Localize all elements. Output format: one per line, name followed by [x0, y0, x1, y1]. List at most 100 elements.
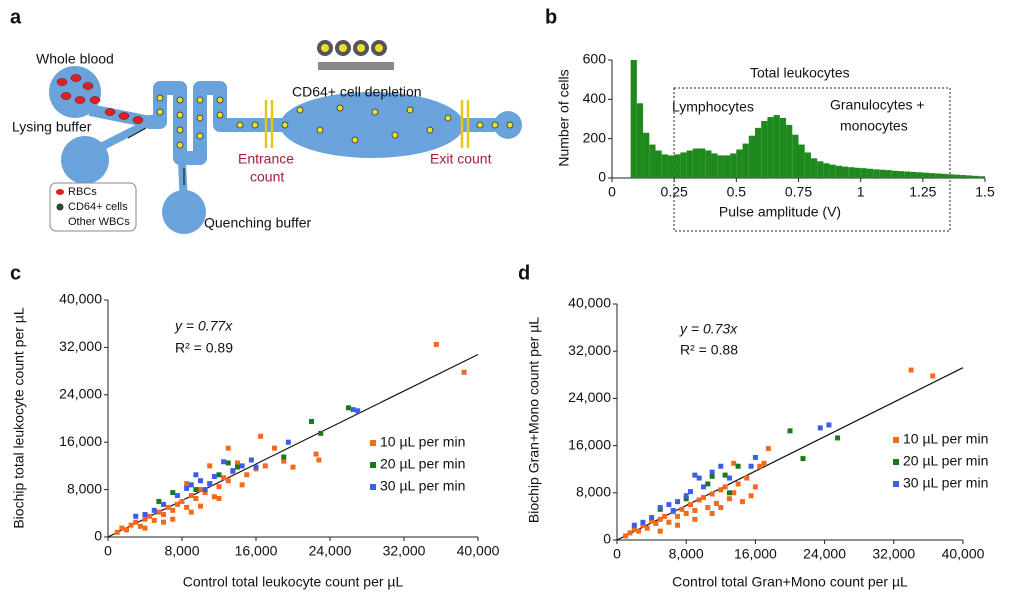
scatter-point [817, 425, 823, 431]
scatter-point [235, 464, 240, 470]
histogram-bar [754, 127, 762, 178]
scatter-point [193, 495, 199, 501]
scatter-point [114, 529, 120, 535]
histogram-bar [935, 173, 942, 178]
scatter-point [174, 501, 180, 507]
histogram-bar [655, 150, 662, 178]
scatter-point [151, 517, 157, 523]
scatter-point [735, 481, 741, 487]
scatter-point [649, 518, 655, 524]
panel-label: b [545, 6, 557, 28]
scatter-point [142, 511, 148, 517]
scatter-point [313, 451, 319, 457]
scatter-point [726, 496, 732, 502]
scatter-point [744, 475, 750, 481]
y-tick-label: 32,000 [59, 338, 102, 354]
scatter-point [692, 472, 698, 478]
scatter-point [350, 407, 356, 413]
scatter-point [718, 487, 724, 493]
x-tick-label: 0 [104, 543, 112, 559]
annotation: Lymphocytes [672, 99, 754, 115]
histogram-bar [916, 172, 923, 178]
histogram-bar [960, 175, 967, 178]
histogram-bar [966, 175, 973, 178]
histogram-bar [842, 166, 849, 178]
scatter-point [696, 475, 702, 481]
legend-marker [893, 459, 899, 465]
scatter-point [151, 507, 157, 513]
histogram-bar [929, 173, 936, 178]
scatter-point [170, 507, 176, 513]
legend-label: 10 µL per min [903, 431, 988, 447]
x-axis-label: Control total Gran+Mono count per µL [672, 574, 908, 590]
y-tick-label: 32,000 [568, 342, 611, 358]
scatter-point [133, 513, 139, 519]
scatter-point [640, 519, 646, 525]
histogram-bar [891, 170, 898, 178]
label: Quenching buffer [204, 215, 311, 231]
legend-label: 10 µL per min [380, 434, 465, 450]
arrow [127, 127, 147, 139]
scatter-point [309, 418, 314, 424]
scatter-point [688, 489, 694, 495]
scatter-point [202, 490, 208, 496]
legend-label: RBCs [68, 186, 97, 198]
quenching-reservoir [162, 190, 206, 234]
gate-box [673, 87, 951, 232]
scatter-point [124, 527, 129, 533]
blood-reservoir [49, 66, 101, 118]
scatter-point [761, 460, 767, 466]
histogram-bar [730, 153, 737, 178]
depletion-chamber [280, 92, 464, 158]
scatter-point [675, 513, 681, 519]
y-tick-label: 0 [598, 169, 606, 185]
histogram-bar [879, 169, 886, 178]
scatter-point [188, 493, 194, 499]
x-tick-label: 32,000 [872, 546, 915, 562]
y-tick-label: 0 [603, 531, 611, 547]
y-tick-label: 0 [94, 528, 102, 544]
scatter-point [461, 369, 467, 375]
scatter-point [225, 445, 231, 451]
y-tick-label: 8,000 [67, 480, 102, 496]
r-squared: R² = 0.88 [680, 342, 738, 358]
scatter-point [216, 484, 222, 490]
scatter-point [709, 510, 715, 516]
scatter-point [137, 523, 143, 529]
scatter-point [225, 460, 231, 466]
scatter-point [739, 499, 745, 505]
scatter-point [657, 505, 663, 511]
scatter-point [666, 519, 672, 525]
legend-marker [370, 462, 376, 468]
x-tick-label: 0 [613, 546, 621, 562]
scatter-point [142, 516, 148, 522]
scatter-point [701, 495, 706, 501]
legend-marker [893, 481, 899, 487]
scatter-point [718, 463, 724, 469]
x-tick-label: 32,000 [383, 543, 426, 559]
histogram-bar [692, 148, 700, 178]
histogram-bar [860, 168, 867, 178]
scatter-point [248, 457, 254, 463]
y-axis-label: Biochip total leukocyte count per µL [11, 307, 27, 529]
scatter-point [433, 341, 439, 347]
scatter-point [221, 475, 227, 481]
scatter-point [281, 458, 287, 464]
y-tick-label: 40,000 [59, 291, 102, 307]
x-tick-label: 24,000 [803, 546, 846, 562]
y-tick-label: 600 [583, 51, 607, 67]
scatter-point [731, 490, 737, 496]
panel-label: d [518, 262, 530, 284]
histogram-bar [630, 60, 637, 178]
scatter-point [198, 503, 203, 509]
scatter-point [631, 526, 637, 532]
histogram-bar [736, 149, 743, 178]
histogram-bar [649, 144, 656, 178]
histogram-bar [636, 103, 644, 178]
x-tick-label: 0.75 [785, 184, 812, 200]
scatter-point [272, 445, 277, 451]
histogram-bar [742, 143, 749, 178]
label: count [250, 169, 284, 185]
y-axis-label: Biochip Gran+Mono count per µL [526, 317, 542, 523]
x-tick-label: 24,000 [309, 543, 352, 559]
